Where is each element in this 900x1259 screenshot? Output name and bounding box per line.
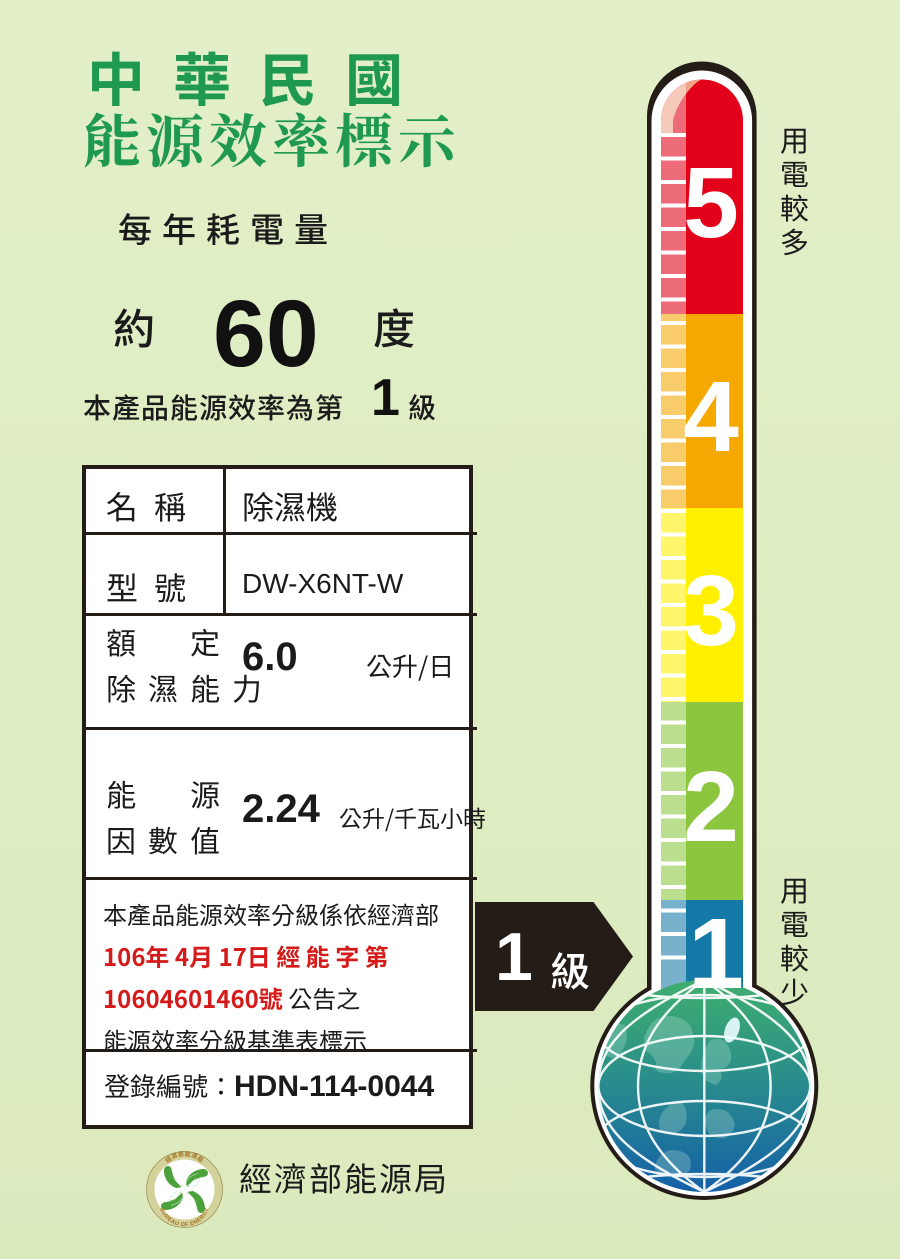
svg-text:5: 5 — [683, 147, 739, 259]
svg-text:2: 2 — [683, 751, 739, 863]
svg-text:4: 4 — [683, 361, 739, 473]
svg-text:1: 1 — [688, 898, 744, 1010]
svg-text:3: 3 — [683, 555, 739, 667]
